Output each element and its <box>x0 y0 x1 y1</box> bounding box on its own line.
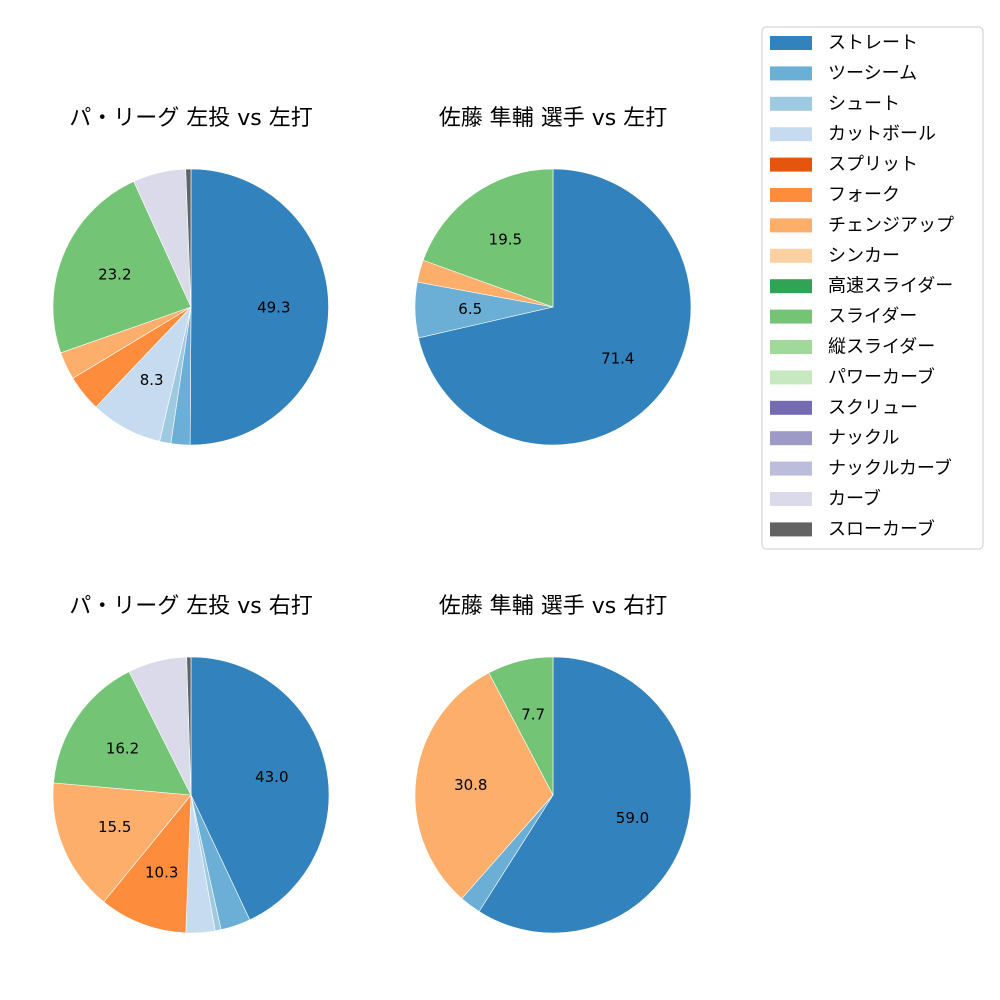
legend-item: カットボール <box>770 124 936 145</box>
legend-item: ツーシーム <box>770 63 917 84</box>
legend-item: パワーカーブ <box>770 366 935 388</box>
legend-item: スクリュー <box>770 397 918 418</box>
legend-label: シンカー <box>828 245 900 266</box>
pie-slice-0 <box>190 656 330 921</box>
pie-chart-sato-vs-left: 佐藤 隼輔 選手 vs 左打 71.4 6.5 19.5 <box>414 106 692 446</box>
slice-percent-label: 30.8 <box>454 776 487 794</box>
pie-slice-3 <box>422 168 554 308</box>
legend-swatch <box>770 157 812 172</box>
legend-swatch <box>770 127 812 142</box>
slice-percent-label: 6.5 <box>458 300 482 318</box>
legend-swatch <box>770 492 812 506</box>
pie-slice-0 <box>478 656 692 934</box>
legend-swatch <box>770 431 812 446</box>
pie-slice-6 <box>53 671 192 796</box>
pie-slice-5 <box>52 782 192 903</box>
slice-percent-label: 59.0 <box>616 809 649 827</box>
legend-item: フォーク <box>770 185 900 206</box>
slice-percent-label: 16.2 <box>106 739 139 757</box>
pie-slice-2 <box>414 672 554 899</box>
legend-label: スローカーブ <box>828 518 935 540</box>
slice-percent-label: 49.3 <box>257 298 290 316</box>
legend-item: 高速スライダー <box>770 276 953 297</box>
legend-frame <box>761 26 984 550</box>
legend-item: シンカー <box>770 245 900 266</box>
legend-swatch <box>770 248 812 263</box>
legend-item: 縦スライダー <box>770 337 935 358</box>
legend-swatch <box>770 218 812 233</box>
slice-percent-label: 15.5 <box>98 818 131 836</box>
legend-item: ナックルカーブ <box>770 457 952 479</box>
legend-label: 縦スライダー <box>828 337 935 358</box>
pie-slice-4 <box>103 794 192 934</box>
legend-item: スライダー <box>770 306 917 327</box>
legend-label: カットボール <box>828 124 936 145</box>
legend-label: ナックル <box>828 428 899 449</box>
legend-swatch <box>770 309 812 324</box>
legend-label: ツーシーム <box>828 63 917 84</box>
legend-item: カーブ <box>770 488 881 510</box>
legend-swatch <box>770 522 812 537</box>
legend-item: スプリット <box>770 154 918 175</box>
pie-title: 佐藤 隼輔 選手 vs 右打 <box>439 594 667 619</box>
pie-title: パ・リーグ 左投 vs 右打 <box>69 594 312 619</box>
slice-percent-label: 8.3 <box>140 371 164 389</box>
pie-slice-6 <box>52 181 192 354</box>
slice-percent-label: 23.2 <box>98 266 131 284</box>
legend-label: フォーク <box>828 185 900 206</box>
legend-label: パワーカーブ <box>828 366 935 388</box>
pie-chart-sato-vs-right: 佐藤 隼輔 選手 vs 右打 59.0 30.8 7.7 <box>414 594 692 934</box>
legend-item: ナックル <box>770 428 899 449</box>
legend: ストレートツーシームシュートカットボールスプリットフォークチェンジアップシンカー… <box>761 26 984 550</box>
slice-percent-label: 71.4 <box>601 350 634 368</box>
legend-label: スプリット <box>828 154 918 175</box>
legend-label: チェンジアップ <box>828 215 954 236</box>
legend-swatch <box>770 36 812 50</box>
slice-percent-label: 43.0 <box>255 768 288 786</box>
pie-title: 佐藤 隼輔 選手 vs 左打 <box>439 106 667 131</box>
legend-swatch <box>770 66 812 81</box>
pie-chart-league-vs-right: パ・リーグ 左投 vs 右打 43.0 10.3 15.5 16.2 <box>52 594 330 934</box>
legend-swatch <box>770 279 812 294</box>
legend-label: スクリュー <box>828 397 918 418</box>
legend-item: ストレート <box>770 33 918 54</box>
pie-slice-8 <box>186 656 192 796</box>
legend-swatch <box>770 461 812 476</box>
pie-slice-8 <box>185 168 192 308</box>
slice-percent-label: 10.3 <box>145 863 178 881</box>
legend-label: 高速スライダー <box>828 276 953 297</box>
legend-swatch <box>770 96 812 111</box>
pie-chart-league-vs-left: パ・リーグ 左投 vs 左打 49.3 8.3 23.2 <box>52 106 329 446</box>
legend-label: スライダー <box>828 306 917 327</box>
legend-swatch <box>770 400 812 415</box>
slice-percent-label: 19.5 <box>489 230 522 248</box>
legend-swatch <box>770 370 812 385</box>
pie-title: パ・リーグ 左投 vs 左打 <box>69 106 312 131</box>
legend-swatch <box>770 340 812 354</box>
legend-item: シュート <box>770 93 900 114</box>
legend-label: カーブ <box>828 488 881 510</box>
pie-slice-0 <box>189 168 329 446</box>
legend-item: スローカーブ <box>770 518 935 540</box>
legend-label: ストレート <box>828 33 918 54</box>
legend-label: シュート <box>828 93 900 114</box>
legend-item: チェンジアップ <box>770 215 954 236</box>
legend-swatch <box>770 188 812 202</box>
legend-label: ナックルカーブ <box>828 457 952 479</box>
pie-slice-3 <box>488 656 554 796</box>
slice-percent-label: 7.7 <box>521 706 545 724</box>
pie-slice-0 <box>418 168 692 446</box>
